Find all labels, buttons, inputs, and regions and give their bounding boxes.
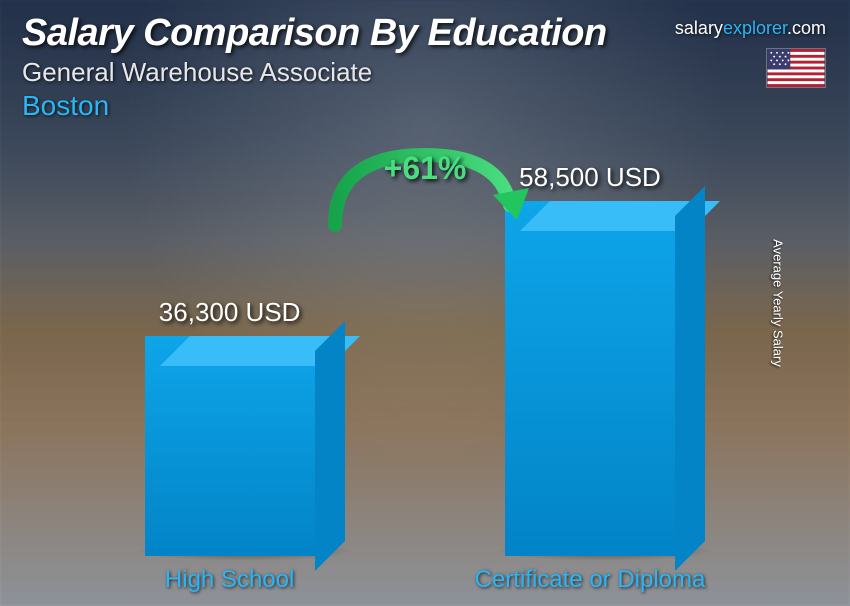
brand-logo: salaryexplorer.com — [675, 18, 826, 39]
bar-label-1: Certificate or Diploma — [475, 566, 706, 594]
bar-group-0: 36,300 USD High School — [145, 297, 315, 594]
bar-0 — [145, 336, 315, 556]
brand-prefix: salary — [675, 18, 723, 38]
usa-flag-icon — [766, 48, 826, 88]
brand-accent: explorer — [723, 18, 787, 38]
brand-suffix: .com — [787, 18, 826, 38]
bar-side-1 — [675, 186, 705, 571]
bar-1 — [505, 201, 675, 556]
percent-change: +61% — [384, 150, 467, 187]
bar-value-0: 36,300 USD — [159, 297, 301, 328]
y-axis-label: Average Yearly Salary — [771, 239, 786, 367]
bar-front-0 — [145, 336, 315, 556]
location: Boston — [22, 90, 607, 122]
growth-arrow: +61% — [305, 140, 545, 240]
title-block: Salary Comparison By Education General W… — [22, 12, 607, 122]
bar-label-0: High School — [165, 566, 294, 594]
subtitle: General Warehouse Associate — [22, 57, 607, 88]
bar-front-1 — [505, 201, 675, 556]
main-title: Salary Comparison By Education — [22, 12, 607, 55]
bar-side-0 — [315, 321, 345, 571]
